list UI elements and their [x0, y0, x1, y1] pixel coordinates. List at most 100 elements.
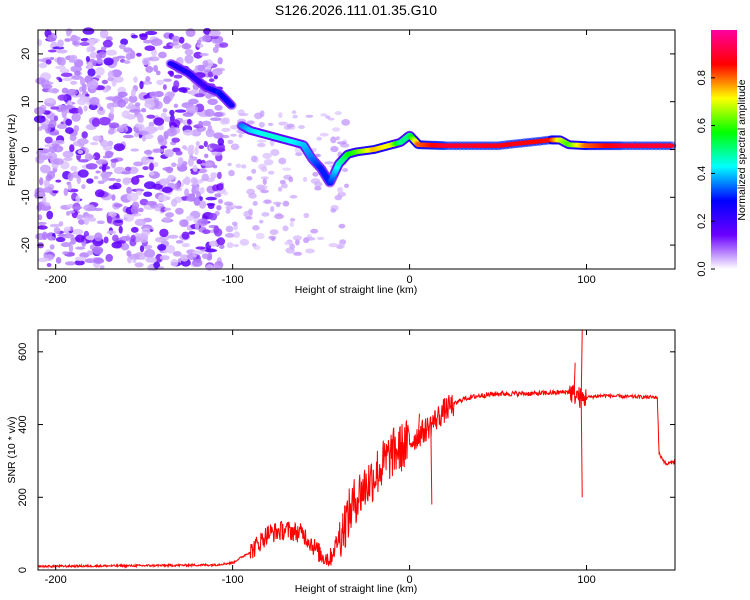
- colorbar-tick-label: 0.2: [696, 214, 708, 229]
- noise-blob: [205, 93, 213, 99]
- noise-blob: [75, 234, 85, 243]
- noise-blob: [79, 42, 90, 46]
- noise-blob: [162, 108, 168, 113]
- noise-blob: [328, 117, 335, 121]
- noise-blob: [175, 207, 184, 215]
- y-tick-label: -20: [20, 237, 32, 253]
- noise-blob: [53, 227, 61, 235]
- noise-blob: [194, 93, 205, 98]
- noise-blob: [145, 30, 158, 36]
- noise-blob: [39, 177, 44, 186]
- noise-blob: [99, 265, 105, 269]
- noise-blob: [243, 210, 253, 218]
- noise-blob: [55, 236, 66, 243]
- noise-blob: [262, 178, 267, 185]
- noise-blob: [258, 163, 267, 170]
- noise-blob: [253, 112, 263, 120]
- snr-spike: [417, 413, 420, 436]
- y-tick-label: 0: [20, 146, 32, 152]
- noise-blob: [106, 215, 113, 224]
- noise-blob: [171, 162, 177, 168]
- noise-blob: [124, 166, 132, 172]
- noise-blob: [221, 127, 231, 132]
- noise-blob: [146, 114, 156, 119]
- noise-blob: [63, 233, 75, 239]
- noise-blob: [344, 183, 349, 188]
- noise-blob: [291, 110, 297, 115]
- noise-blob: [155, 253, 163, 263]
- noise-blob: [38, 62, 48, 69]
- noise-blob: [193, 51, 203, 59]
- noise-blob: [117, 91, 128, 98]
- noise-blob: [184, 188, 190, 197]
- upper-branch-core: [228, 103, 235, 108]
- noise-blob: [146, 126, 159, 133]
- noise-blob: [110, 158, 119, 163]
- noise-blob: [199, 52, 209, 57]
- noise-blob: [41, 84, 53, 89]
- noise-blob: [156, 203, 165, 208]
- noise-blob: [153, 261, 161, 269]
- noise-blob: [56, 49, 68, 54]
- noise-blob: [337, 186, 344, 194]
- noise-blob: [219, 42, 229, 48]
- y-tick-label: 200: [17, 488, 29, 506]
- noise-blob: [198, 120, 203, 128]
- noise-blob: [83, 216, 90, 225]
- noise-blob: [49, 131, 60, 136]
- noise-blob: [78, 219, 86, 225]
- snr-spike: [580, 399, 583, 498]
- noise-blob: [319, 132, 329, 137]
- noise-blob: [225, 209, 231, 214]
- noise-blob: [153, 117, 165, 126]
- noise-blob: [65, 118, 73, 126]
- noise-blob: [205, 196, 217, 201]
- noise-blob: [245, 216, 253, 220]
- noise-blob: [134, 218, 146, 226]
- noise-blob: [201, 173, 209, 182]
- noise-blob: [137, 116, 144, 124]
- noise-blob: [263, 159, 274, 166]
- noise-blob: [212, 164, 218, 169]
- noise-blob: [166, 127, 177, 137]
- noise-blob: [62, 150, 74, 158]
- noise-blob: [71, 228, 84, 235]
- noise-blob: [246, 176, 253, 181]
- noise-blob: [86, 250, 94, 256]
- noise-blob: [84, 153, 93, 161]
- noise-blob: [210, 172, 218, 179]
- spectrogram-x-axis-label: Height of straight line (km): [295, 284, 418, 296]
- y-tick-label: -10: [20, 189, 32, 205]
- noise-blob: [293, 251, 303, 256]
- noise-blob: [228, 169, 235, 177]
- noise-blob: [91, 117, 101, 127]
- noise-blob: [210, 117, 222, 121]
- noise-blob: [224, 201, 234, 206]
- noise-blob: [149, 162, 154, 171]
- noise-blob: [172, 251, 182, 257]
- noise-blob: [239, 238, 250, 246]
- noise-blob: [38, 191, 45, 197]
- noise-blob: [57, 39, 64, 48]
- noise-blob: [151, 48, 158, 57]
- noise-blob: [106, 230, 117, 235]
- noise-blob: [94, 207, 103, 212]
- noise-blob: [141, 227, 151, 236]
- noise-blob: [178, 87, 188, 93]
- noise-blob: [282, 200, 290, 207]
- noise-blob: [49, 244, 55, 250]
- noise-blob: [204, 108, 215, 117]
- noise-blob: [259, 219, 264, 224]
- noise-blob: [85, 56, 90, 62]
- noise-blob: [289, 194, 298, 199]
- noise-blob: [157, 194, 169, 202]
- noise-blob: [103, 236, 109, 244]
- noise-blob: [171, 137, 180, 143]
- noise-blob: [58, 78, 63, 83]
- x-tick-label: -100: [222, 574, 244, 586]
- noise-blob: [295, 239, 300, 246]
- noise-blob: [324, 161, 335, 165]
- noise-blob: [167, 70, 174, 75]
- noise-blob: [111, 194, 116, 201]
- snr-panel: -200 -100 0 100 0 200 400 600 Height of straig…: [6, 329, 676, 595]
